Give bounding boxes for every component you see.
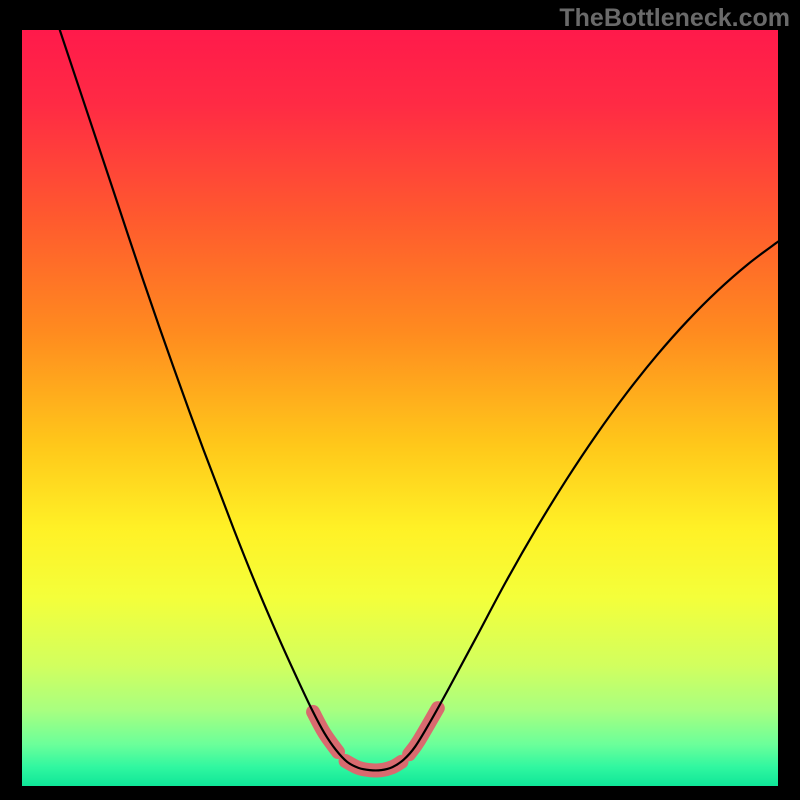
chart-svg: [22, 30, 778, 786]
chart-frame: [22, 30, 778, 786]
watermark-text: TheBottleneck.com: [559, 4, 790, 33]
gradient-background: [22, 30, 778, 786]
